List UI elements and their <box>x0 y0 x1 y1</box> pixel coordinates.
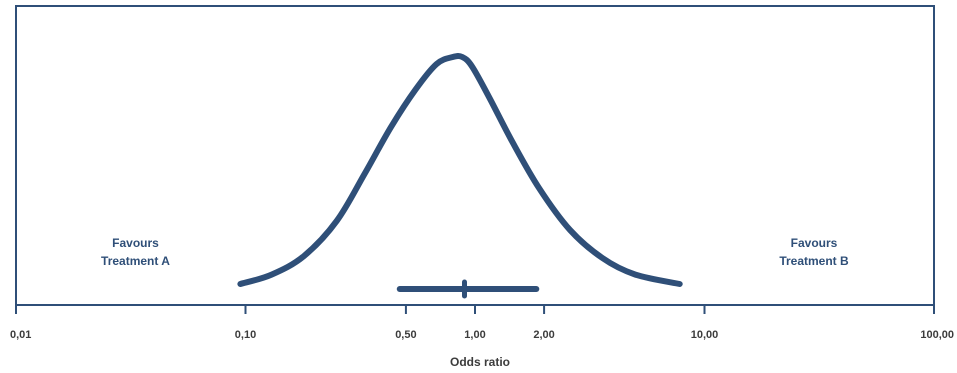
x-axis-ticks: 0,01 0,10 0,50 1,00 2,00 10,00 100,00 <box>10 305 954 341</box>
annotation-line: Favours <box>112 236 159 250</box>
annotation-line: Treatment A <box>101 254 170 268</box>
density-curve <box>237 52 683 287</box>
x-tick-label: 2,00 <box>533 329 554 341</box>
annotation-line: Treatment B <box>779 254 849 268</box>
annotation-label: Favours Treatment B <box>779 236 849 268</box>
x-tick-label: 100,00 <box>920 329 954 341</box>
annotations: Favours Treatment A Favours Treatment B <box>101 236 849 268</box>
x-tick-label: 0,50 <box>395 329 416 341</box>
x-tick-label: 10,00 <box>691 329 719 341</box>
annotation-label: Favours Treatment A <box>101 236 170 268</box>
x-tick-label: 0,10 <box>235 329 256 341</box>
x-tick-label: 0,01 <box>10 329 31 341</box>
x-axis-title: Odds ratio <box>450 355 510 369</box>
x-tick-label: 1,00 <box>464 329 485 341</box>
annotation-line: Favours <box>791 236 838 250</box>
